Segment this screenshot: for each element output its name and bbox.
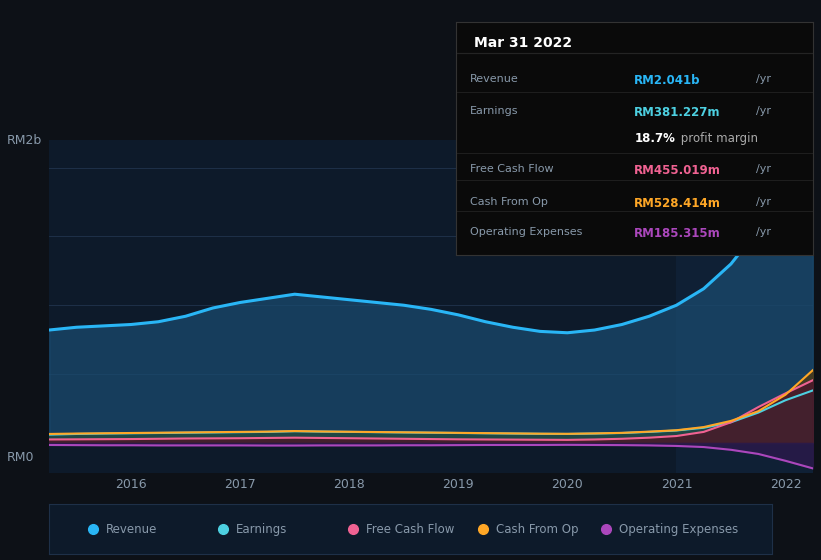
Text: RM2b: RM2b [7,134,42,147]
Text: /yr: /yr [755,227,771,237]
Text: RM185.315m: RM185.315m [635,227,721,240]
Text: Free Cash Flow: Free Cash Flow [365,522,454,536]
Text: RM528.414m: RM528.414m [635,197,721,209]
Text: Revenue: Revenue [106,522,157,536]
Text: 18.7%: 18.7% [635,132,675,144]
Text: Operating Expenses: Operating Expenses [618,522,738,536]
Text: /yr: /yr [755,106,771,116]
Text: /yr: /yr [755,164,771,174]
Text: RM455.019m: RM455.019m [635,164,721,177]
Text: Free Cash Flow: Free Cash Flow [470,164,553,174]
Text: /yr: /yr [755,73,771,83]
Text: Operating Expenses: Operating Expenses [470,227,582,237]
Text: Earnings: Earnings [470,106,518,116]
Text: Cash From Op: Cash From Op [470,197,548,207]
Text: Earnings: Earnings [236,522,287,536]
Bar [677,140,813,473]
Text: RM0: RM0 [7,451,34,464]
Text: /yr: /yr [755,197,771,207]
Text: Mar 31 2022: Mar 31 2022 [474,36,571,50]
Text: profit margin: profit margin [677,132,758,144]
Text: RM381.227m: RM381.227m [635,106,721,119]
Text: Cash From Op: Cash From Op [496,522,578,536]
Text: RM2.041b: RM2.041b [635,73,700,87]
Text: Revenue: Revenue [470,73,519,83]
